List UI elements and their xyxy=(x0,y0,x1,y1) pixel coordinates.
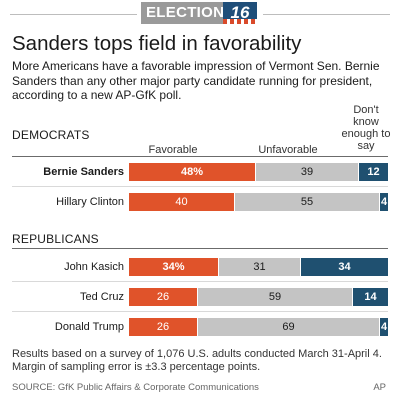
data-label-dont-know-john-kasich: 34 xyxy=(338,261,351,273)
bar-favorable-donald-trump: 26 xyxy=(129,318,197,336)
bar-favorable-bernie-sanders: 48% xyxy=(129,163,255,181)
logo-box: ELECTION 16 xyxy=(137,1,263,25)
group-label-democrats: DEMOCRATS xyxy=(12,128,90,142)
flag-stripes-icon xyxy=(223,19,257,24)
bar-favorable-hillary-clinton: 40 xyxy=(129,193,234,211)
row-divider xyxy=(12,311,388,312)
row-label-ted-cruz: Ted Cruz xyxy=(79,291,124,303)
data-label-dont-know-hillary-clinton: 4 xyxy=(380,196,388,208)
data-label-unfavorable-ted-cruz: 59 xyxy=(268,291,282,303)
credit-label: AP xyxy=(373,382,386,393)
data-label-favorable-hillary-clinton: 40 xyxy=(175,196,188,208)
data-label-dont-know-donald-trump: 4 xyxy=(380,321,388,333)
header-rule-democrats xyxy=(12,156,388,157)
group-label-republicans: REPUBLICANS xyxy=(12,232,99,246)
intro-text: More Americans have a favorable impressi… xyxy=(12,59,380,103)
bar-unfavorable-ted-cruz: 59 xyxy=(198,288,352,306)
row-label-john-kasich: John Kasich xyxy=(64,261,124,273)
row-divider xyxy=(12,186,388,187)
data-label-dont-know-bernie-sanders: 12 xyxy=(367,166,380,178)
bar-dont-know-bernie-sanders: 12 xyxy=(359,163,388,181)
footnote: Results based on a survey of 1,076 U.S. … xyxy=(12,348,382,373)
column-header-favorable: Favorable xyxy=(148,144,198,156)
source-line: SOURCE: GfK Public Affairs & Corporate C… xyxy=(12,382,259,393)
column-header-dont-know: Don't know enough to say xyxy=(341,104,391,152)
logo-word: ELECTION xyxy=(141,2,230,24)
data-label-unfavorable-john-kasich: 31 xyxy=(253,261,266,273)
bar-favorable-john-kasich: 34% xyxy=(129,258,218,276)
data-label-favorable-john-kasich: 34% xyxy=(162,261,185,273)
row-divider xyxy=(12,281,388,282)
data-label-unfavorable-donald-trump: 69 xyxy=(282,321,295,333)
bar-dont-know-hillary-clinton: 4 xyxy=(380,193,388,211)
bar-unfavorable-bernie-sanders: 39 xyxy=(256,163,358,181)
data-label-dont-know-ted-cruz: 14 xyxy=(364,291,377,303)
header-rule-republicans xyxy=(12,248,388,249)
row-label-bernie-sanders: Bernie Sanders xyxy=(43,166,124,178)
row-label-donald-trump: Donald Trump xyxy=(54,321,124,333)
bar-unfavorable-hillary-clinton: 55 xyxy=(235,193,379,211)
row-label-hillary-clinton: Hillary Clinton xyxy=(56,196,124,208)
column-header-unfavorable: Unfavorable xyxy=(258,144,318,156)
headline: Sanders tops field in favorability xyxy=(12,32,302,55)
data-label-unfavorable-bernie-sanders: 39 xyxy=(300,166,314,178)
bar-dont-know-ted-cruz: 14 xyxy=(353,288,388,306)
data-label-favorable-ted-cruz: 26 xyxy=(156,291,170,303)
bar-unfavorable-donald-trump: 69 xyxy=(198,318,379,336)
logo-year: 16 xyxy=(223,2,257,24)
bar-unfavorable-john-kasich: 31 xyxy=(219,258,300,276)
bar-dont-know-donald-trump: 4 xyxy=(380,318,388,336)
bar-favorable-ted-cruz: 26 xyxy=(129,288,197,306)
data-label-unfavorable-hillary-clinton: 55 xyxy=(300,196,314,208)
data-label-favorable-donald-trump: 26 xyxy=(156,321,170,333)
election-logo: ELECTION 16 xyxy=(0,0,400,26)
data-label-favorable-bernie-sanders: 48% xyxy=(180,166,204,178)
bar-dont-know-john-kasich: 34 xyxy=(301,258,388,276)
